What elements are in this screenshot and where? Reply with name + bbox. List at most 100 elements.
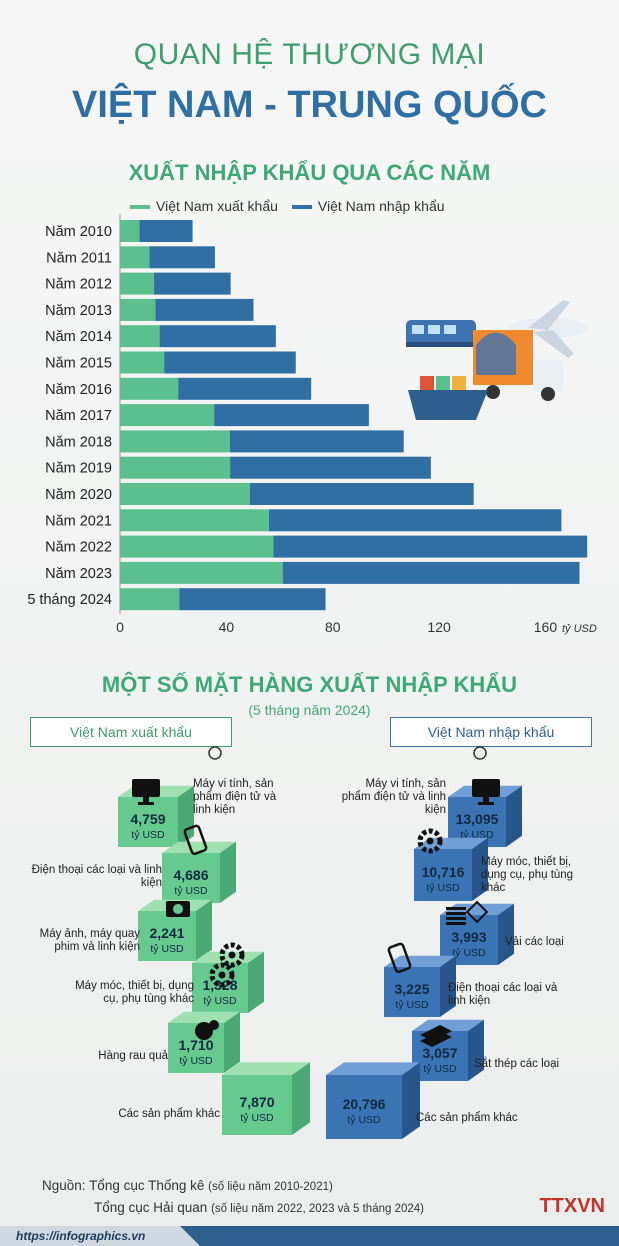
cube-side [468, 1019, 484, 1081]
bar-import [273, 535, 588, 558]
cube-front [192, 963, 248, 1013]
cube-value: 4,759 [130, 811, 165, 827]
footer-url[interactable]: https://infographics.vn [16, 1229, 146, 1243]
bar-import [178, 377, 312, 400]
category-label: Năm 2017 [45, 408, 112, 424]
title-line1: QUAN HỆ THƯƠNG MẠI [133, 38, 486, 71]
cube-unit: tỷ USD [179, 1055, 213, 1067]
cube-side [440, 955, 456, 1017]
title-line2: VIỆT NAM - TRUNG QUỐC [72, 84, 547, 126]
cube-side [472, 837, 488, 901]
cube-front [384, 967, 440, 1017]
bar-import [230, 456, 431, 479]
cube-value: 10,716 [422, 864, 465, 880]
cube-unit: tỷ USD [347, 1114, 381, 1126]
cube-top [326, 1062, 420, 1075]
bar-import [282, 561, 580, 584]
bar-export [120, 351, 165, 374]
category-label: Năm 2020 [45, 487, 112, 503]
fruit-icon [195, 1020, 219, 1040]
bar-export [120, 430, 230, 453]
export-header-box: Việt Nam xuất khẩu [30, 717, 232, 747]
bar-export [120, 588, 180, 611]
truck-icon [473, 330, 563, 401]
camera-icon [166, 901, 190, 917]
bar-import [155, 298, 254, 321]
bar-export [120, 509, 269, 532]
cube-side [498, 903, 514, 965]
cube-side [196, 899, 212, 961]
cube-front [162, 853, 220, 903]
footer-bar [0, 1226, 619, 1246]
export-cube: 1,710 tỷ USD [168, 1011, 240, 1073]
category-label: Năm 2014 [45, 329, 112, 345]
cube-unit: tỷ USD [452, 947, 486, 959]
cube-front [138, 911, 196, 961]
import-cube: 3,057 tỷ USD [412, 1019, 484, 1081]
cube-top [384, 955, 456, 967]
cube-value: 7,870 [239, 1094, 274, 1110]
section1-title: XUẤT NHẬP KHẨU QUA CÁC NĂM [128, 160, 491, 185]
category-label: Năm 2023 [45, 566, 112, 582]
cube-unit: tỷ USD [426, 882, 460, 894]
cube-unit: tỷ USD [203, 995, 237, 1007]
trade-bar-chart: Năm 2010 Năm 2011 Năm 2012 Năm 2013 Năm 2014… [27, 214, 597, 635]
cube-unit: tỷ USD [174, 885, 208, 897]
phone-icon [387, 942, 412, 974]
import-header-box: Việt Nam nhập khẩu [390, 717, 592, 747]
bar-import [268, 509, 562, 532]
category-label: Năm 2012 [45, 277, 112, 293]
cube-top [192, 951, 264, 963]
cube-side [506, 785, 522, 847]
train-icon [406, 320, 476, 347]
cube-side [224, 1011, 240, 1073]
bar-import [229, 430, 404, 453]
export-label-6: Các sản phẩm khác [118, 1108, 220, 1120]
cube-value: 13,095 [456, 811, 499, 827]
cube-side [248, 951, 264, 1013]
cube-side [178, 785, 194, 847]
chart-legend: Việt Nam xuất khẩu Việt Nam nhập khẩu [130, 198, 445, 214]
category-label: Năm 2011 [46, 250, 112, 266]
category-label: Năm 2013 [45, 303, 112, 319]
category-label: Năm 2022 [45, 540, 112, 556]
category-label: Năm 2021 [45, 513, 112, 529]
bar-export [120, 456, 231, 479]
gear-icon [209, 962, 235, 988]
bar-export [120, 220, 140, 242]
import-cube: 3,225 tỷ USD [384, 955, 456, 1017]
export-label-1: Máy vi tính, sản phẩm điện tử và linh ki… [193, 778, 277, 816]
source-line1: Nguồn: Tổng cục Thống kê (số liệu năm 20… [42, 1178, 333, 1193]
bar-import [154, 272, 231, 295]
ttxvn-logo: TTXVN [539, 1195, 605, 1217]
bar-export [120, 535, 274, 558]
cube-unit: tỷ USD [240, 1112, 274, 1124]
computer-icon [472, 779, 500, 805]
export-cube: 4,686 tỷ USD [162, 841, 236, 903]
cube-top [168, 1011, 240, 1023]
cube-front [222, 1075, 292, 1135]
bar-import [149, 246, 215, 269]
bar-export [120, 561, 283, 584]
category-label: Năm 2016 [45, 382, 112, 398]
import-label-3: Vải các loại [505, 936, 564, 948]
x-axis-unit: tỷ USD [562, 623, 597, 635]
bar-import [250, 483, 474, 505]
x-tick-label: 160 [534, 619, 558, 635]
bar-export [120, 246, 150, 269]
legend-import: Việt Nam nhập khẩu [291, 198, 445, 214]
bar-export [120, 298, 156, 321]
bar-export [120, 272, 155, 295]
export-cube: 7,870 tỷ USD [222, 1062, 310, 1135]
steel-icon [420, 1025, 452, 1047]
cube-value: 3,993 [451, 929, 486, 945]
cube-unit: tỷ USD [423, 1063, 457, 1075]
cube-value: 3,225 [394, 981, 429, 997]
export-label-2: Điện thoại các loại và linh kiện [31, 864, 162, 889]
cube-front [414, 849, 472, 901]
section2-subtitle: (5 tháng năm 2024) [248, 702, 371, 718]
bar-import [214, 404, 369, 427]
gear-icon [219, 942, 245, 968]
